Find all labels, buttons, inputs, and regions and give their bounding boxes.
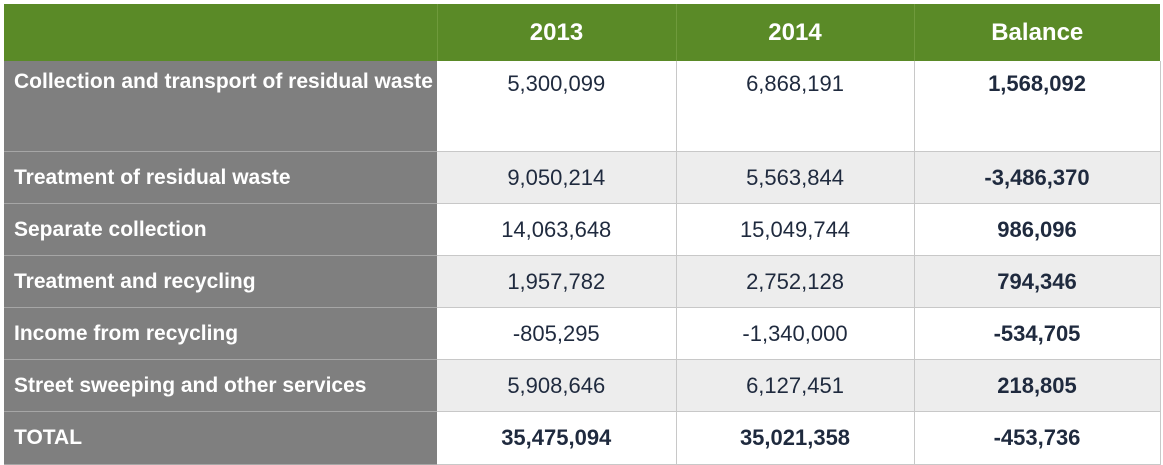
value-2014: 6,127,451 bbox=[676, 359, 915, 412]
value-2013: 5,300,099 bbox=[437, 61, 677, 152]
row-label: Street sweeping and other services bbox=[4, 359, 437, 412]
table-row: Treatment and recycling 1,957,782 2,752,… bbox=[4, 255, 1161, 308]
cost-comparison-table: 2013 2014 Balance Collection and transpo… bbox=[4, 4, 1161, 465]
header-row: 2013 2014 Balance bbox=[4, 4, 1160, 61]
row-label: Collection and transport of residual was… bbox=[4, 61, 437, 152]
header-balance: Balance bbox=[914, 4, 1160, 61]
value-balance: -534,705 bbox=[914, 307, 1161, 360]
total-row: TOTAL 35,475,094 35,021,358 -453,736 bbox=[4, 411, 1161, 465]
value-balance: 1,568,092 bbox=[914, 61, 1161, 152]
row-label: Treatment and recycling bbox=[4, 255, 437, 308]
value-2013: 14,063,648 bbox=[437, 203, 677, 256]
table-row: Income from recycling -805,295 -1,340,00… bbox=[4, 307, 1161, 360]
value-2014: 15,049,744 bbox=[676, 203, 915, 256]
header-2014: 2014 bbox=[676, 4, 915, 61]
total-balance: -453,736 bbox=[914, 411, 1161, 465]
table-row: Street sweeping and other services 5,908… bbox=[4, 359, 1161, 412]
value-balance: -3,486,370 bbox=[914, 151, 1161, 204]
value-2013: 9,050,214 bbox=[437, 151, 677, 204]
total-2013: 35,475,094 bbox=[437, 411, 677, 465]
row-label: Separate collection bbox=[4, 203, 437, 256]
row-label: Treatment of residual waste bbox=[4, 151, 437, 204]
table-row: Separate collection 14,063,648 15,049,74… bbox=[4, 203, 1161, 256]
value-2014: 2,752,128 bbox=[676, 255, 915, 308]
value-balance: 794,346 bbox=[914, 255, 1161, 308]
value-2013: 5,908,646 bbox=[437, 359, 677, 412]
total-2014: 35,021,358 bbox=[676, 411, 915, 465]
table-row: Collection and transport of residual was… bbox=[4, 61, 1161, 152]
header-2013: 2013 bbox=[437, 4, 677, 61]
row-label: Income from recycling bbox=[4, 307, 437, 360]
header-empty-cell bbox=[4, 4, 438, 61]
value-2014: 6,868,191 bbox=[676, 61, 915, 152]
value-2013: -805,295 bbox=[437, 307, 677, 360]
total-label: TOTAL bbox=[4, 411, 437, 465]
table-row: Treatment of residual waste 9,050,214 5,… bbox=[4, 151, 1161, 204]
value-2014: -1,340,000 bbox=[676, 307, 915, 360]
value-2014: 5,563,844 bbox=[676, 151, 915, 204]
value-balance: 218,805 bbox=[914, 359, 1161, 412]
value-balance: 986,096 bbox=[914, 203, 1161, 256]
value-2013: 1,957,782 bbox=[437, 255, 677, 308]
